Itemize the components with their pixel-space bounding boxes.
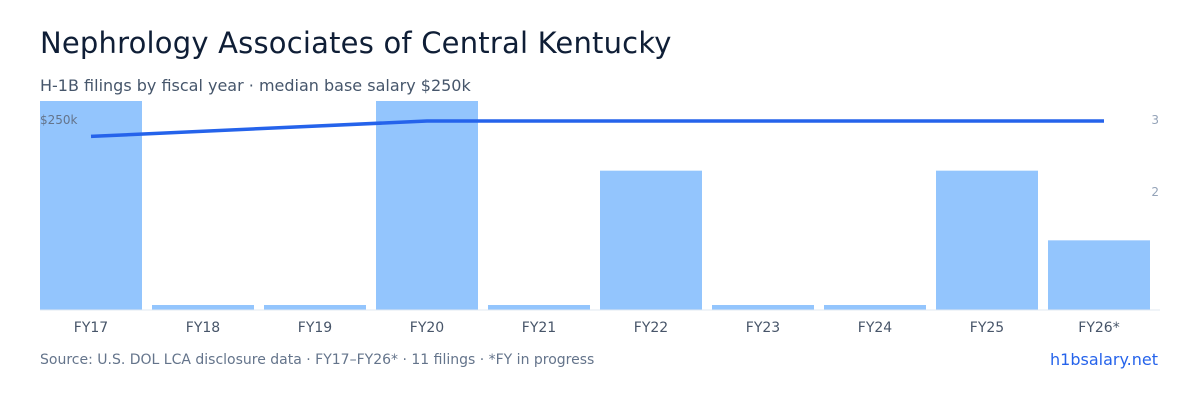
x-tick-group: FY17 FY18 FY19 FY20 FY21 FY22 FY23 FY24 FY25 FY26…: [74, 320, 1120, 336]
x-tick-label: FY19: [298, 320, 332, 336]
bar-group: [40, 101, 1150, 310]
bar-fy22: [600, 170, 702, 310]
bar-fy19: [264, 305, 366, 310]
bar-fy20: [376, 101, 478, 310]
footer-brand-link[interactable]: h1bsalary.net: [1050, 350, 1158, 369]
chart-subtitle: H-1B filings by fiscal year · median bas…: [40, 76, 471, 95]
footer-source: Source: U.S. DOL LCA disclosure data · F…: [40, 352, 595, 368]
y-left-tick-label: $250k: [40, 113, 78, 127]
x-tick-label: FY18: [186, 320, 220, 336]
bar-fy24: [824, 305, 926, 310]
bar-fy26-star: [1048, 240, 1150, 310]
x-tick-label: FY26*: [1078, 320, 1119, 336]
y-right-tick-label: 3: [1151, 113, 1159, 127]
x-tick-label: FY17: [74, 320, 108, 336]
bar-fy17: [40, 101, 142, 310]
y-right-tick-label: 2: [1151, 185, 1159, 199]
bar-fy18: [152, 305, 254, 310]
salary-line: [90, 119, 1104, 139]
x-tick-label: FY20: [410, 320, 444, 336]
y-right-tick-group: 23: [1151, 113, 1159, 199]
bar-fy25: [936, 170, 1038, 310]
bar-fy23: [712, 305, 814, 310]
x-tick-label: FY24: [858, 320, 893, 336]
x-tick-label: FY21: [522, 320, 556, 336]
x-tick-label: FY22: [634, 320, 668, 336]
x-tick-label: FY23: [746, 320, 780, 336]
chart-title: Nephrology Associates of Central Kentuck…: [40, 26, 672, 60]
x-tick-label: FY25: [970, 320, 1004, 336]
bar-fy21: [488, 305, 590, 310]
